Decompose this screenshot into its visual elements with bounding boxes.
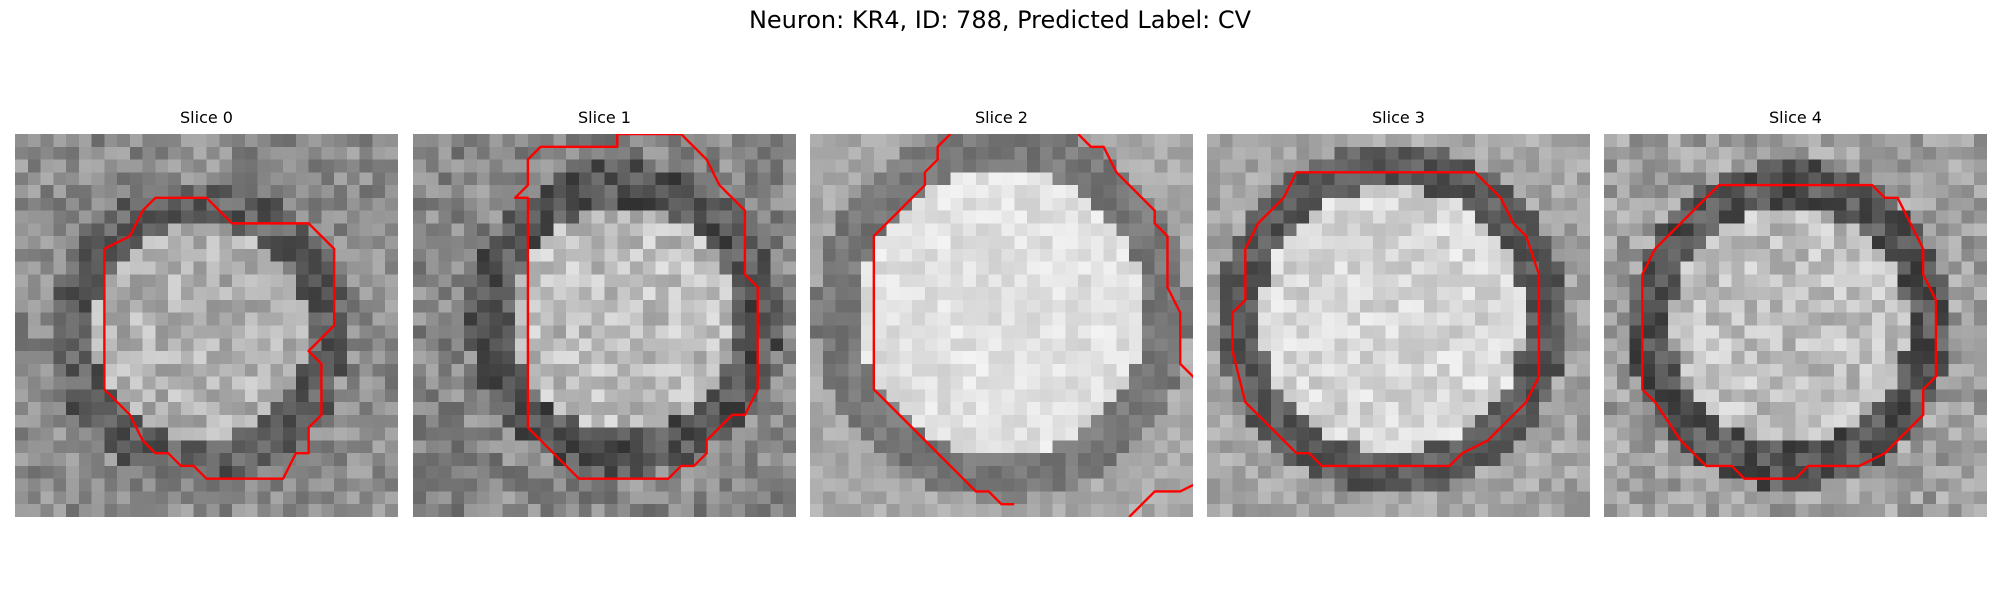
pixel-grid <box>413 134 796 517</box>
figure-title: Neuron: KR4, ID: 788, Predicted Label: C… <box>0 6 2000 34</box>
slice-panel-1: Slice 1 <box>413 108 796 517</box>
pixel-grid <box>1604 134 1987 517</box>
slice-image <box>15 134 398 517</box>
slice-image <box>810 134 1193 517</box>
slice-image <box>1207 134 1590 517</box>
pixel-grid <box>1207 134 1590 517</box>
slice-image <box>1604 134 1987 517</box>
slice-title: Slice 4 <box>1604 108 1987 134</box>
slice-panel-2: Slice 2 <box>810 108 1193 517</box>
slice-title: Slice 3 <box>1207 108 1590 134</box>
pixel-grid <box>15 134 398 517</box>
slice-title: Slice 2 <box>810 108 1193 134</box>
slice-panel-0: Slice 0 <box>15 108 398 517</box>
slice-title: Slice 0 <box>15 108 398 134</box>
slice-panel-3: Slice 3 <box>1207 108 1590 517</box>
slice-panel-4: Slice 4 <box>1604 108 1987 517</box>
slice-image <box>413 134 796 517</box>
slice-title: Slice 1 <box>413 108 796 134</box>
